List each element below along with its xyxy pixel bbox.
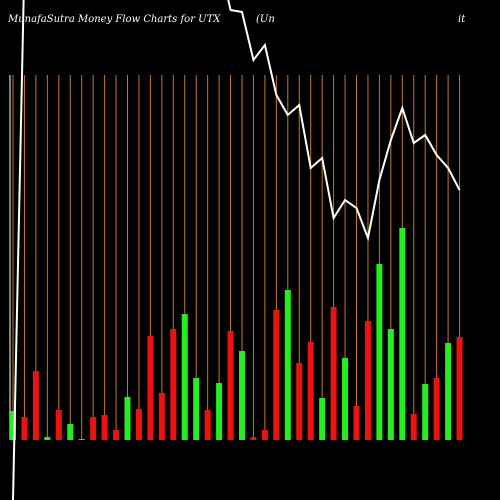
bar bbox=[135, 409, 142, 440]
bar bbox=[21, 417, 28, 440]
bar bbox=[113, 430, 120, 440]
bar bbox=[433, 378, 440, 440]
bar bbox=[44, 437, 51, 440]
bar bbox=[239, 351, 245, 440]
bar bbox=[422, 384, 429, 440]
bar bbox=[353, 406, 360, 440]
bar bbox=[101, 415, 108, 440]
bar bbox=[55, 410, 62, 440]
bar bbox=[342, 358, 349, 440]
bar bbox=[319, 398, 326, 440]
bar bbox=[387, 329, 394, 440]
bar bbox=[204, 410, 211, 440]
bar bbox=[216, 383, 223, 440]
bar bbox=[32, 371, 39, 440]
bar bbox=[364, 321, 371, 440]
chart-title: MunafaSutra Money Flow Charts for UTX bbox=[7, 14, 221, 25]
price-line bbox=[12, 0, 461, 500]
bar bbox=[284, 290, 291, 440]
bar bbox=[158, 393, 165, 440]
bar bbox=[10, 411, 16, 440]
bar bbox=[261, 430, 268, 440]
subtitle-right: it bbox=[458, 14, 466, 25]
bar bbox=[227, 331, 234, 440]
bar bbox=[67, 424, 74, 440]
bar bbox=[445, 343, 452, 440]
bar bbox=[273, 310, 280, 440]
bar bbox=[307, 342, 314, 440]
bar bbox=[181, 314, 188, 440]
bar bbox=[376, 264, 383, 440]
bar bbox=[330, 307, 337, 440]
bar bbox=[193, 378, 200, 440]
bar bbox=[456, 337, 463, 440]
bar bbox=[124, 397, 131, 440]
bar bbox=[399, 228, 406, 440]
bar bbox=[170, 329, 177, 440]
bar bbox=[90, 417, 97, 440]
bar bbox=[250, 437, 257, 440]
subtitle-left: (Un bbox=[256, 14, 275, 25]
bar bbox=[296, 363, 303, 440]
bar bbox=[410, 414, 417, 440]
bar bbox=[147, 336, 154, 440]
bar bbox=[78, 439, 85, 440]
